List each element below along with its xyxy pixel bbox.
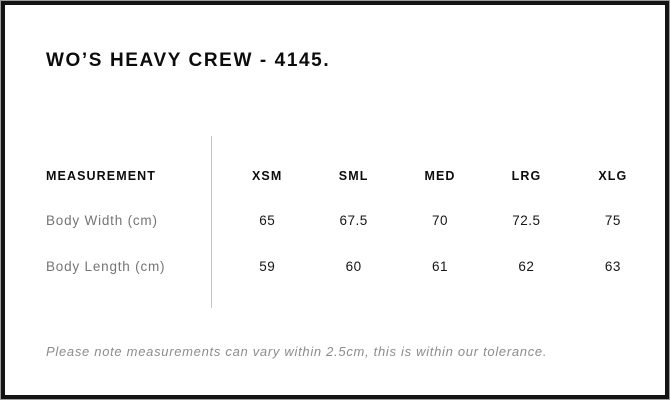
page-title: WO’S HEAVY CREW - 4145. <box>46 50 331 71</box>
column-header-xsm: XSM <box>252 169 283 183</box>
column-header-xlg: XLG <box>598 169 628 183</box>
body-width-xlg-value: 75 <box>604 212 621 228</box>
table-header-row: MEASUREMENT XSM SML MED LRG XLG <box>46 168 656 184</box>
column-header-lrg: LRG <box>511 169 542 183</box>
column-header-sml: SML <box>338 169 369 183</box>
body-width-med-value: 70 <box>432 212 449 228</box>
body-length-med-value: 61 <box>432 258 449 274</box>
body-length-xsm-value: 59 <box>259 258 276 274</box>
row-label-body-width: Body Width (cm) <box>46 212 158 228</box>
body-length-lrg-value: 62 <box>518 258 535 274</box>
body-length-sml-value: 60 <box>345 258 362 274</box>
body-width-xsm-value: 65 <box>259 212 276 228</box>
tolerance-note: Please note measurements can vary within… <box>46 344 548 359</box>
table-row-body-width: Body Width (cm) 65 67.5 70 72.5 75 <box>46 212 656 228</box>
table-vertical-divider <box>211 136 212 308</box>
body-length-xlg-value: 63 <box>604 258 621 274</box>
table-row-body-length: Body Length (cm) 59 60 61 62 63 <box>46 258 656 274</box>
column-header-measurement: MEASUREMENT <box>46 169 157 183</box>
row-label-body-length: Body Length (cm) <box>46 258 166 274</box>
body-width-lrg-value: 72.5 <box>512 212 541 228</box>
column-header-med: MED <box>424 169 456 183</box>
body-width-sml-value: 67.5 <box>339 212 368 228</box>
